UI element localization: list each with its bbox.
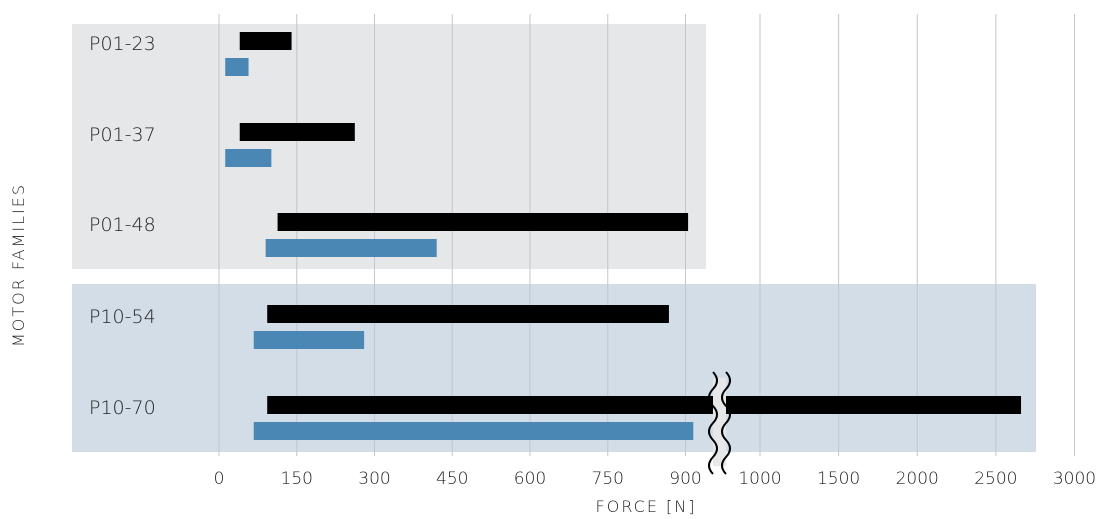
axis-break-line-right <box>721 371 731 475</box>
tick-label-1000: 1000 <box>738 469 781 489</box>
bar-p10-54-black <box>267 305 669 323</box>
bar-p01-48-blue <box>265 239 437 257</box>
bar-p01-23-blue <box>225 58 249 76</box>
x-axis-title: FORCE [N] <box>596 497 697 516</box>
category-label-p01-23: P01-23 <box>89 33 156 55</box>
axis-break-line-left <box>708 371 718 475</box>
tick-label-300: 300 <box>358 469 390 489</box>
bar-p01-48-black <box>277 213 689 231</box>
category-label-p01-48: P01-48 <box>89 214 156 236</box>
bar-p10-70-blue <box>253 422 694 440</box>
tick-label-2000: 2000 <box>896 469 939 489</box>
tick-label-900: 900 <box>669 469 701 489</box>
bar-p01-37-black <box>239 123 355 141</box>
tick-label-1500: 1500 <box>817 469 860 489</box>
tick-label-450: 450 <box>436 469 468 489</box>
tick-label-750: 750 <box>592 469 624 489</box>
category-label-p01-37: P01-37 <box>89 124 156 146</box>
tick-label-0: 0 <box>214 469 225 489</box>
category-label-p10-70: P10-70 <box>89 397 156 419</box>
bar-p01-37-blue <box>225 149 272 167</box>
y-axis-title: MOTOR FAMILIES <box>9 183 28 347</box>
tick-label-3000: 3000 <box>1053 469 1096 489</box>
group-band-1 <box>72 24 706 269</box>
tick-label-150: 150 <box>281 469 313 489</box>
bar-p10-54-blue <box>253 331 365 349</box>
tick-label-2500: 2500 <box>974 469 1017 489</box>
category-label-p10-54: P10-54 <box>89 306 156 328</box>
bar-p01-23-black <box>239 32 292 50</box>
bar-p10-70-black <box>267 396 1022 414</box>
tick-label-600: 600 <box>514 469 546 489</box>
